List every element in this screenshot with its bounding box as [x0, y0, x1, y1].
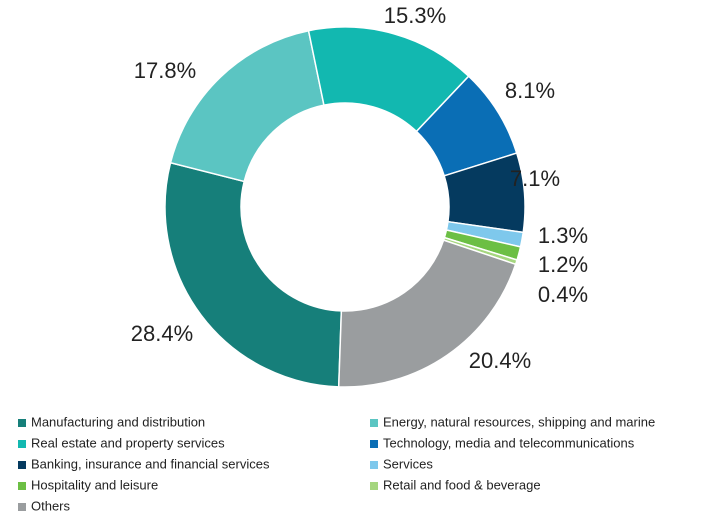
value-label: 0.4% — [538, 282, 588, 307]
legend-label: Technology, media and telecommunications — [383, 435, 635, 450]
value-label: 17.8% — [134, 58, 196, 83]
legend-swatch — [370, 482, 378, 490]
value-label: 15.3% — [384, 3, 446, 28]
value-label: 1.3% — [538, 223, 588, 248]
slice — [169, 29, 325, 183]
value-label: 1.2% — [538, 252, 588, 277]
legend-label: Energy, natural resources, shipping and … — [383, 414, 655, 429]
legend-swatch — [18, 482, 26, 490]
legend-swatch — [370, 461, 378, 469]
legend-swatch — [18, 419, 26, 427]
slice — [164, 161, 343, 388]
legend-swatch — [18, 461, 26, 469]
legend-label: Real estate and property services — [31, 435, 225, 450]
value-label: 20.4% — [469, 348, 531, 373]
value-label: 8.1% — [505, 78, 555, 103]
legend-label: Hospitality and leisure — [31, 477, 158, 492]
legend-label: Others — [31, 498, 71, 513]
legend-label: Manufacturing and distribution — [31, 414, 205, 429]
slice — [337, 239, 517, 388]
legend-swatch — [18, 440, 26, 448]
legend-swatch — [370, 419, 378, 427]
value-label: 7.1% — [510, 166, 560, 191]
legend-label: Retail and food & beverage — [383, 477, 541, 492]
legend-swatch — [18, 503, 26, 511]
legend-label: Banking, insurance and financial service… — [31, 456, 270, 471]
legend-swatch — [370, 440, 378, 448]
value-label: 28.4% — [131, 321, 193, 346]
legend-label: Services — [383, 456, 433, 471]
